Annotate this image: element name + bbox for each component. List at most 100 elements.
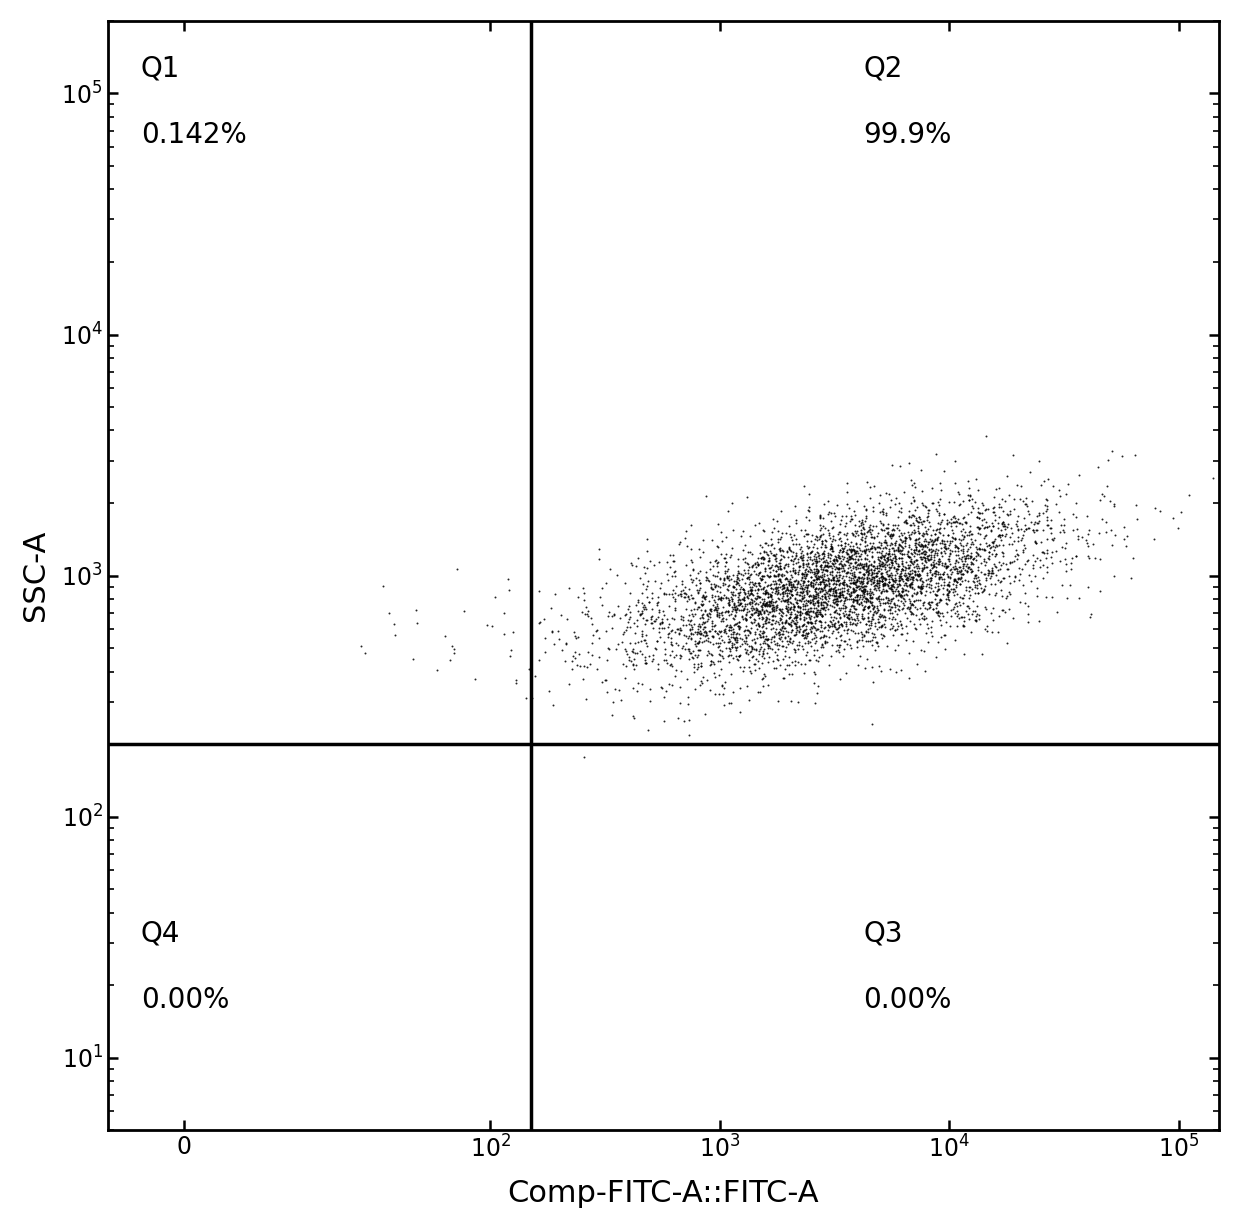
Point (848, 511, 868, 531)
Point (750, 568, 770, 587)
Point (816, 570, 836, 590)
Point (930, 489, 950, 509)
Point (899, 530, 919, 549)
Point (529, 581, 549, 601)
Point (790, 602, 810, 622)
Point (723, 619, 743, 639)
Point (748, 548, 768, 568)
Point (894, 595, 914, 614)
Text: Q1: Q1 (141, 54, 180, 82)
Point (1079, 536, 1099, 556)
Point (950, 595, 970, 614)
Point (946, 578, 966, 597)
Point (780, 592, 800, 612)
Point (970, 535, 990, 554)
Point (697, 670, 717, 689)
Point (899, 506, 919, 526)
Point (919, 576, 939, 596)
Point (945, 585, 965, 605)
Point (813, 509, 833, 528)
Point (727, 649, 746, 669)
Point (701, 651, 720, 671)
Point (983, 516, 1003, 536)
Point (921, 622, 941, 642)
Point (900, 591, 920, 611)
Point (810, 579, 830, 599)
Point (740, 580, 760, 600)
Point (680, 642, 699, 661)
Point (861, 533, 880, 553)
Point (773, 618, 792, 638)
Point (904, 490, 924, 510)
Point (895, 573, 915, 592)
Point (755, 613, 775, 633)
Point (929, 601, 949, 621)
Point (867, 602, 887, 622)
Point (797, 583, 817, 602)
Point (807, 585, 827, 605)
Point (898, 558, 918, 578)
Point (851, 515, 870, 535)
Point (882, 520, 901, 540)
Point (847, 571, 867, 591)
Point (961, 552, 981, 571)
Point (813, 638, 833, 658)
Point (831, 585, 851, 605)
Point (713, 574, 733, 594)
Point (779, 554, 799, 574)
Point (768, 521, 787, 541)
Point (861, 554, 880, 574)
Point (807, 551, 827, 570)
Point (1042, 510, 1061, 530)
Point (807, 594, 827, 613)
Point (665, 600, 684, 619)
Point (766, 556, 786, 575)
Point (807, 601, 827, 621)
Point (811, 537, 831, 557)
Point (775, 646, 795, 666)
Point (962, 605, 982, 624)
Point (737, 600, 756, 619)
Point (800, 599, 820, 618)
Point (875, 592, 895, 612)
Point (862, 538, 882, 558)
Point (857, 560, 877, 580)
Point (909, 508, 929, 527)
Point (901, 573, 921, 592)
Point (906, 508, 926, 527)
Point (719, 565, 739, 585)
Point (825, 579, 844, 599)
Point (929, 493, 949, 512)
Point (828, 558, 848, 578)
Point (734, 587, 754, 607)
Point (905, 560, 925, 580)
Point (662, 608, 682, 628)
Point (899, 452, 919, 472)
Point (748, 573, 768, 592)
Point (684, 645, 704, 665)
Point (729, 612, 749, 632)
Point (914, 511, 934, 531)
Point (830, 587, 849, 607)
Point (675, 712, 694, 731)
Point (842, 548, 862, 568)
Point (920, 570, 940, 590)
Point (785, 613, 805, 633)
Point (874, 581, 894, 601)
Point (841, 560, 861, 580)
Point (988, 508, 1008, 527)
Point (914, 495, 934, 515)
Point (1029, 505, 1049, 525)
Point (567, 628, 587, 648)
Point (879, 569, 899, 589)
Point (844, 581, 864, 601)
Point (822, 646, 842, 666)
Point (941, 516, 961, 536)
Point (929, 564, 949, 584)
Point (897, 630, 916, 650)
Point (630, 568, 650, 587)
Point (920, 548, 940, 568)
Point (867, 570, 887, 590)
Point (1022, 492, 1042, 511)
Point (890, 528, 910, 548)
